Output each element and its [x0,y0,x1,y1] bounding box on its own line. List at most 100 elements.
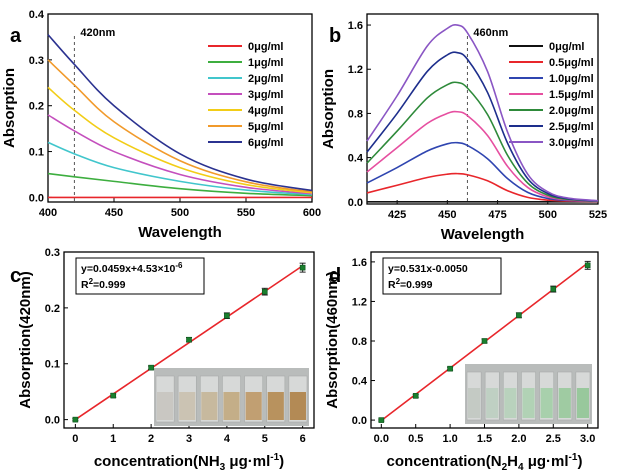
y-axis-label: Absorption(460nm) [324,271,341,409]
r-squared: R2=0.999 [388,277,433,291]
wavelength-marker-label: 420nm [80,27,115,39]
x-tick-label: 2.5 [546,433,561,445]
x-tick-label: 5 [262,433,268,445]
vial-solution [267,392,284,420]
series-line [47,59,313,193]
y-tick-label: 1.2 [348,64,363,76]
y-tick-label: 0.4 [352,376,368,388]
y-tick-label: 0.1 [29,147,44,159]
equation-box [382,257,502,295]
vial-solution [289,392,306,420]
x-tick-label: 3.0 [580,433,595,445]
series-line [366,81,599,202]
panel-letter: d [329,265,341,287]
data-point [110,392,117,399]
x-label-text: μg·ml [225,453,270,470]
y-tick-label: 0.4 [348,153,364,165]
x-tick-label: 400 [39,207,57,219]
y-tick-label: 0.0 [29,192,44,204]
equation-sup: -6 [175,261,183,270]
vial-solution [157,392,174,420]
vial-solution [486,388,499,418]
x-tick-label: 2.0 [511,433,526,445]
y-axis-label: Absorption(420nm) [17,271,34,409]
panel-d: 0.0 0.5 1.0 1.5 2.0 2.5 3.0 0.0 0.4 0.8 1.2 1.6 dAbs… [324,251,599,473]
x-label-text: μg·ml [524,453,569,470]
x-label-text: concentration(NH [94,453,220,470]
series-line [47,34,313,192]
x-tick-label: 1 [110,433,116,445]
vial-solution [504,388,517,418]
vial-solution [540,388,553,418]
data-point [72,416,79,423]
equation-box [75,257,205,295]
panel-b: 425 450 475 500 525 0.0 0.4 0.8 1.2 1.6 b Absorptio… [320,13,607,243]
vials-photo [154,368,309,426]
panel-letter: b [329,25,341,47]
x-tick-label: 475 [488,209,506,221]
r2-sup: 2 [396,277,401,286]
x-label-text: ) [279,453,284,470]
series-line [366,23,599,202]
legend-label: 1.0μg/ml [549,73,594,85]
r2-sup: 2 [89,277,94,286]
y-tick-label: 0.3 [29,55,44,67]
y-tick-label: 0.3 [45,247,60,259]
x-axis-label: concentration(NH3 μg·ml-1) [94,452,284,473]
x-label-text: ) [577,453,582,470]
legend-label: 3.0μg/ml [549,137,594,149]
vial-solution [223,392,240,420]
legend-label: 2μg/ml [248,73,283,85]
fit-equation: y=0.0459x+4.53×10-6 [81,261,183,275]
legend-label: 6μg/ml [248,137,283,149]
data-point [412,393,419,399]
legend-label: 2.0μg/ml [549,105,594,117]
x-label-sup: -1 [569,452,578,463]
legend-label: 1.5μg/ml [549,89,594,101]
series-line [47,141,313,196]
x-tick-label: 2 [148,433,154,445]
x-tick-label: 550 [237,207,255,219]
series-line [366,141,599,203]
x-label-text: concentration(N [387,453,502,470]
x-tick-label: 4 [224,433,231,445]
legend-label: 5μg/ml [248,121,283,133]
x-tick-label: 0 [72,433,78,445]
x-tick-label: 0.5 [408,433,423,445]
data-point [299,264,306,271]
panel-a: 400 450 500 550 600 0.0 0.1 0.2 0.3 0.4 a Absorptio… [1,9,321,241]
x-label-sub: 4 [518,462,524,473]
x-label-sub: 3 [220,462,226,473]
series-line [47,114,313,195]
series-line [366,51,599,202]
x-tick-label: 0.0 [374,433,389,445]
x-label-sup: -1 [270,452,279,463]
x-tick-label: 1.0 [442,433,457,445]
y-tick-label: 0.8 [348,108,363,120]
vials-photo [465,364,592,424]
legend-label: 0.5μg/ml [549,57,594,69]
x-tick-label: 450 [105,207,123,219]
vial-solution [522,388,535,418]
r2-text: =0.999 [93,279,126,291]
x-label-text: H [507,453,518,470]
fit-equation: y=0.531x-0.0050 [388,263,468,275]
y-tick-label: 0.8 [352,336,367,348]
x-label-sub: 2 [502,462,508,473]
data-point [261,288,268,295]
x-tick-label: 450 [438,209,456,221]
r2-text: R [81,279,89,291]
vial-solution [558,388,571,418]
x-tick-label: 3 [186,433,192,445]
vial-solution [576,388,589,418]
y-axis-label: Absorption [1,68,18,148]
x-axis-label: Wavelength [138,224,222,241]
data-point [186,336,192,343]
x-tick-label: 6 [300,433,306,445]
vial-solution [245,392,262,420]
vial-solution [468,388,481,418]
r2-text: =0.999 [400,279,433,291]
panel-letter: a [10,25,22,47]
